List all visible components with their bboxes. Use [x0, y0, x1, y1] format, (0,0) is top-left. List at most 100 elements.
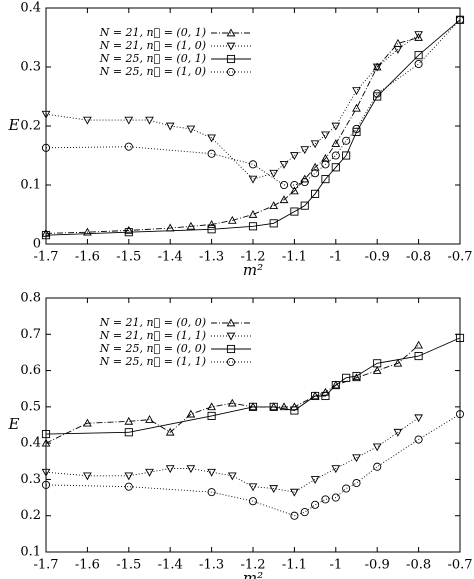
legend-marker [226, 28, 236, 37]
marker [290, 488, 299, 497]
marker [331, 139, 341, 148]
marker [248, 483, 258, 492]
marker [290, 186, 299, 195]
x-tick-label: -1.1 [282, 250, 307, 265]
legend-marker [226, 54, 236, 64]
marker [455, 333, 465, 342]
marker [414, 340, 423, 349]
marker [373, 359, 382, 368]
marker [165, 427, 175, 436]
marker [310, 162, 320, 171]
marker [145, 116, 154, 125]
marker [124, 428, 133, 437]
y-tick-label: 0.3 [20, 472, 41, 487]
series-line [45, 19, 461, 236]
marker [414, 435, 423, 444]
marker [331, 380, 341, 389]
marker [331, 151, 340, 160]
marker [83, 472, 92, 481]
marker [331, 493, 340, 502]
y-axis-label: E [8, 116, 20, 134]
marker [310, 476, 320, 484]
marker [279, 161, 289, 169]
marker [207, 134, 216, 143]
x-tick-label: -1.5 [116, 558, 141, 573]
marker [414, 51, 423, 60]
marker [124, 416, 134, 425]
marker [248, 209, 258, 218]
y-tick-label: 0.4 [20, 436, 41, 451]
x-tick-label: -0.9 [365, 558, 390, 573]
marker [41, 228, 51, 237]
x-tick-label: -1.5 [116, 250, 141, 265]
y-tick-label: 0.3 [20, 60, 41, 75]
marker [331, 122, 341, 131]
x-tick-label: -0.7 [447, 558, 472, 573]
marker [311, 391, 320, 401]
marker [207, 468, 216, 477]
marker [165, 465, 175, 474]
marker [124, 482, 133, 491]
x-tick-label: -1.6 [75, 558, 100, 573]
marker [279, 195, 289, 204]
marker [269, 219, 278, 228]
legend-label: N = 25, n⃗ = (0, 0) [99, 342, 206, 355]
marker [279, 402, 289, 411]
marker [352, 479, 361, 488]
series-line [45, 37, 419, 234]
marker [300, 508, 309, 517]
marker [227, 215, 237, 224]
x-tick-label: -1.7 [33, 250, 58, 265]
y-tick-label: 0.1 [20, 178, 41, 193]
marker [321, 131, 330, 140]
marker [269, 201, 279, 209]
marker [373, 89, 382, 98]
marker [342, 151, 351, 160]
marker [145, 415, 154, 423]
marker [342, 373, 351, 382]
x-tick-label: -1.6 [75, 250, 100, 265]
marker [207, 149, 216, 158]
y-tick-label: 0.2 [20, 119, 41, 134]
marker [372, 443, 382, 452]
marker [290, 152, 299, 161]
marker [248, 175, 258, 184]
marker [83, 227, 92, 236]
marker [321, 160, 330, 169]
y-tick-label: 0.5 [20, 399, 41, 414]
x-axis-label: m² [243, 569, 263, 579]
marker [41, 143, 51, 152]
legend-label: N = 25, n⃗ = (1, 1) [99, 355, 206, 368]
marker [41, 438, 51, 447]
x-tick-label: -1.7 [33, 558, 58, 573]
marker [455, 410, 465, 419]
marker [248, 497, 258, 506]
marker [352, 87, 361, 96]
marker [414, 31, 423, 40]
marker [207, 402, 216, 411]
marker [414, 352, 423, 361]
marker [311, 169, 320, 178]
marker [300, 146, 310, 155]
marker [352, 373, 361, 382]
marker [207, 411, 216, 420]
marker [186, 409, 196, 418]
marker [269, 169, 279, 178]
marker [248, 402, 258, 411]
marker [311, 500, 320, 509]
marker [311, 189, 320, 198]
marker [352, 371, 361, 381]
legend-label: N = 25, n⃗ = (0, 1) [99, 52, 206, 65]
marker [331, 465, 341, 474]
x-tick-label: -1.3 [199, 558, 224, 573]
marker [331, 381, 340, 390]
marker [393, 45, 403, 54]
marker [414, 414, 423, 423]
series-line [45, 417, 419, 493]
marker [321, 495, 330, 504]
marker [124, 116, 134, 125]
y-tick-label: 0.2 [20, 508, 41, 523]
x-tick-label: -1.4 [158, 250, 183, 265]
marker [414, 32, 423, 41]
